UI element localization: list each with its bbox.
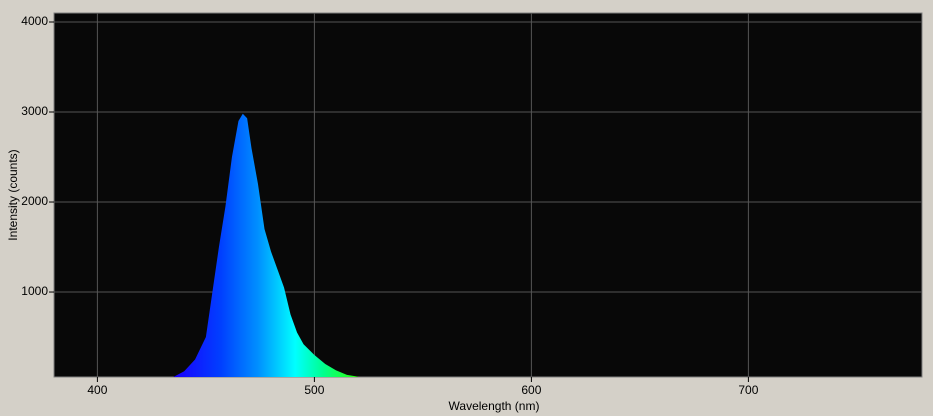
- x-tick-label: 700: [738, 383, 758, 397]
- x-tick-label: 400: [87, 383, 107, 397]
- y-tick-label: 2000: [21, 194, 48, 208]
- spectrum-area: [173, 113, 358, 377]
- y-tick-label: 4000: [21, 14, 48, 28]
- x-tick-label: 600: [521, 383, 541, 397]
- y-tick-label: 3000: [21, 104, 48, 118]
- x-axis-label: Wavelength (nm): [449, 399, 540, 413]
- plot-area: [53, 12, 923, 378]
- y-tick-label: 1000: [21, 284, 48, 298]
- x-tick-label: 500: [304, 383, 324, 397]
- y-axis-label: Intensity (counts): [6, 149, 20, 240]
